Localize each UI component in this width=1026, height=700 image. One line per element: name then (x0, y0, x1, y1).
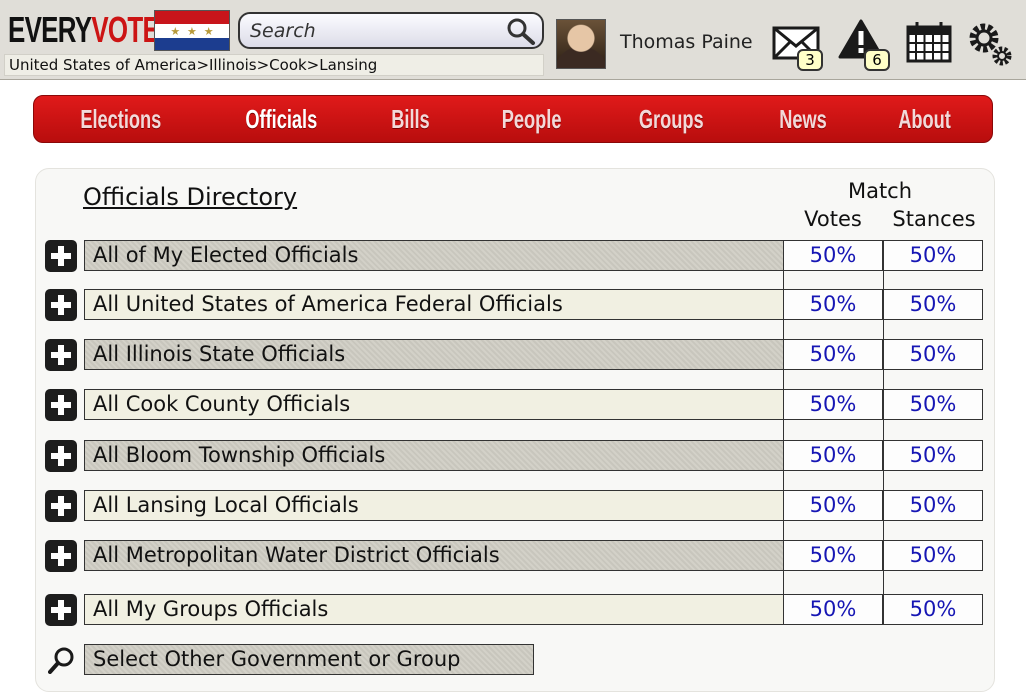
nav-item-elections[interactable]: Elections (80, 103, 162, 134)
stances-match-value: 50% (883, 490, 983, 521)
gear-icon[interactable] (966, 20, 1014, 68)
username[interactable]: Thomas Paine (620, 31, 753, 53)
nav-item-bills[interactable]: Bills (391, 103, 431, 134)
official-group-row[interactable]: All My Groups Officials (84, 594, 784, 625)
search-input[interactable] (250, 18, 505, 44)
votes-match-value: 50% (783, 490, 883, 521)
flag-icon: ★ ★ ★ (154, 10, 230, 51)
stances-match-value: 50% (883, 289, 983, 320)
everyvote-logo[interactable]: EVERYVOTE (8, 9, 160, 50)
stances-match-value: 50% (883, 339, 983, 370)
nav-item-news[interactable]: News (778, 103, 827, 134)
app-header: EVERYVOTE ★★★ United States of America>I… (0, 0, 1026, 80)
expand-icon[interactable] (45, 440, 77, 472)
nav-item-people[interactable]: People (501, 103, 562, 134)
stances-match-value: 50% (883, 240, 983, 271)
column-divider (783, 240, 784, 624)
expand-icon[interactable] (45, 594, 77, 626)
official-group-row[interactable]: All of My Elected Officials (84, 240, 784, 271)
official-group-row[interactable]: All United States of America Federal Off… (84, 289, 784, 320)
search-icon[interactable] (48, 646, 76, 674)
messages-count-badge: 3 (797, 49, 823, 71)
stances-match-value: 50% (883, 540, 983, 571)
official-group-row[interactable]: All Bloom Township Officials (84, 440, 784, 471)
alert-icon[interactable] (838, 18, 884, 60)
official-group-row[interactable]: All Cook County Officials (84, 389, 784, 420)
expand-icon[interactable] (45, 289, 77, 321)
main-nav: Elections Officials Bills People Groups … (33, 95, 993, 143)
votes-match-value: 50% (783, 440, 883, 471)
breadcrumb[interactable]: United States of America>Illinois>Cook>L… (4, 54, 544, 76)
match-column-header: Match (847, 179, 913, 203)
stances-column-header[interactable]: Stances (892, 207, 976, 231)
avatar[interactable] (556, 19, 606, 69)
votes-column-header[interactable]: Votes (804, 207, 862, 231)
votes-match-value: 50% (783, 389, 883, 420)
nav-item-groups[interactable]: Groups (639, 103, 704, 134)
votes-match-value: 50% (783, 594, 883, 625)
official-group-row[interactable]: All Illinois State Officials (84, 339, 784, 370)
expand-icon[interactable] (45, 490, 77, 522)
expand-icon[interactable] (45, 540, 77, 572)
calendar-icon[interactable] (905, 20, 953, 64)
official-group-row[interactable]: All Metropolitan Water District Official… (84, 540, 784, 571)
page-title: Officials Directory (83, 183, 298, 211)
search-icon[interactable] (506, 17, 536, 45)
stances-match-value: 50% (883, 594, 983, 625)
votes-match-value: 50% (783, 540, 883, 571)
column-divider (883, 240, 884, 624)
expand-icon[interactable] (45, 240, 77, 272)
nav-item-officials[interactable]: Officials (245, 103, 318, 134)
select-other-government-button[interactable]: Select Other Government or Group (84, 644, 534, 675)
alerts-count-badge: 6 (864, 49, 890, 71)
expand-icon[interactable] (45, 339, 77, 371)
nav-item-about[interactable]: About (898, 103, 952, 134)
logo-every-text: EVERY (8, 9, 92, 50)
stances-match-value: 50% (883, 440, 983, 471)
official-group-row[interactable]: All Lansing Local Officials (84, 490, 784, 521)
logo-vote-text: VOTE (91, 9, 160, 50)
votes-match-value: 50% (783, 339, 883, 370)
votes-match-value: 50% (783, 240, 883, 271)
votes-match-value: 50% (783, 289, 883, 320)
stances-match-value: 50% (883, 389, 983, 420)
expand-icon[interactable] (45, 389, 77, 421)
search-box (238, 12, 544, 49)
